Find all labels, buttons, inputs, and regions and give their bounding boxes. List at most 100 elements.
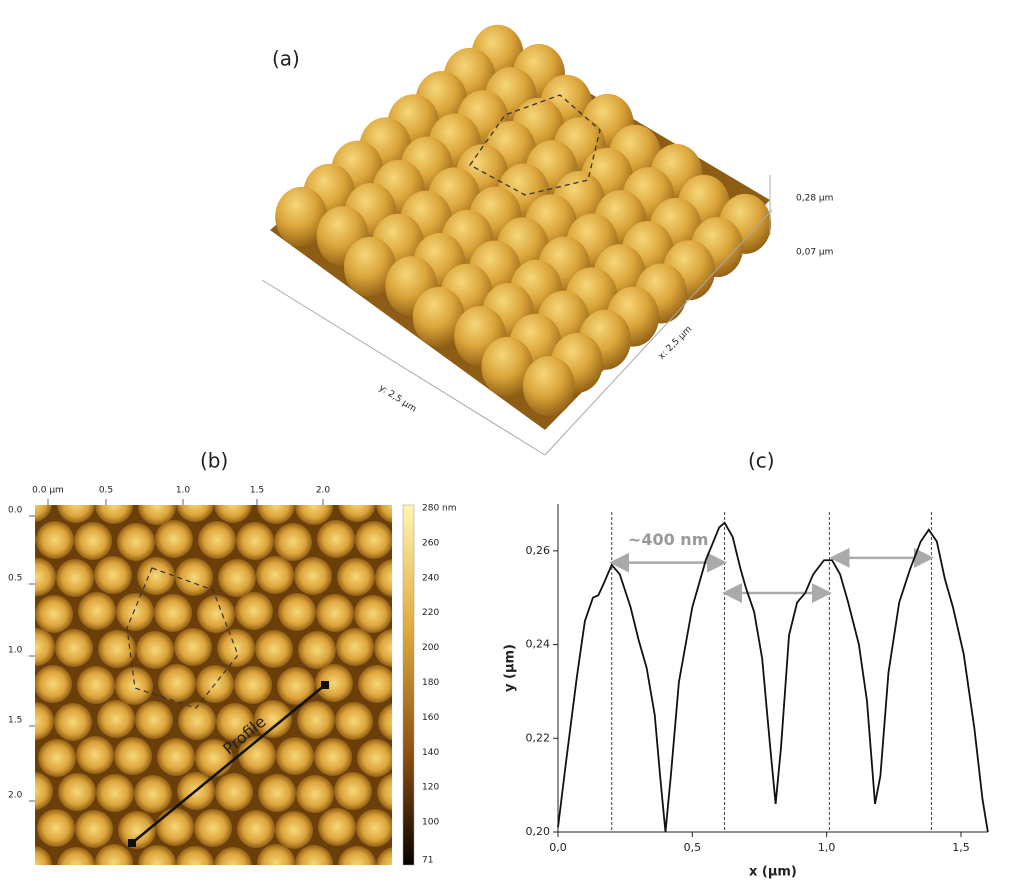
grain [77,666,115,704]
grain [438,737,476,775]
grain [74,522,112,560]
colorbar-label: 180 [422,678,439,688]
grain [437,811,475,849]
grain [394,448,432,486]
colorbar-label: 140 [422,748,439,758]
annotation: ~400 nm [628,530,708,549]
x-tick-label: 0.0 µm [32,486,64,496]
grain [415,774,453,812]
panel-label: (a) [272,47,300,71]
grain [257,844,295,882]
grain [95,844,133,882]
x-tick-label: 1,5 [952,841,970,854]
grain [357,739,395,777]
grain [35,595,73,633]
x-axis-title: x (µm) [749,865,797,880]
grain [55,629,93,667]
grain [14,846,52,884]
grain [237,810,275,848]
colorbar-label: 240 [422,573,439,583]
grain [56,559,94,597]
y-axis-title: y (µm) [503,644,518,692]
grain [76,736,114,774]
x-tick-label: 1.0 [176,486,191,496]
colorbar-label: 260 [422,538,439,548]
grain [38,739,76,777]
profile-end [321,681,329,689]
grain [294,557,332,595]
grain [276,737,314,775]
grain [0,808,32,846]
y-tick-label: 0,24 [526,638,551,651]
grain [117,523,155,561]
grain [32,447,70,485]
panel-b: (b) Profile 0.0 µm0.51.01.52.00.00.51.01… [0,446,476,885]
x-tick-label: 2.0 [316,486,331,496]
grain [0,590,35,628]
grain [113,449,151,487]
z-label: 0,07 µm [796,248,833,258]
grain [0,845,14,883]
grain [116,593,154,631]
colorbar-label: 280 nm [422,504,457,514]
grain [316,594,354,632]
grain [156,808,194,846]
axis-title: x: 2,5 µm [657,324,694,361]
colorbar-label: 160 [422,713,439,723]
grain [334,772,372,810]
grain [158,664,196,702]
grain [154,594,192,632]
grain [214,485,252,523]
panel-label: (c) [748,449,775,473]
grain [218,559,256,597]
x-tick-label: 0,0 [549,841,567,854]
grain [75,810,113,848]
grain [36,521,74,559]
grain [0,446,32,484]
grain [434,667,472,705]
grain [356,809,394,847]
grain [296,775,334,813]
grain [336,628,374,666]
grain [318,450,356,488]
x-tick-label: 0,5 [684,841,702,854]
grain [37,809,75,847]
grain [318,808,356,846]
y-tick-label: 0,22 [526,731,551,744]
grain [96,774,134,812]
grain [176,846,214,884]
grain [234,666,272,704]
grain [355,521,393,559]
grain [0,738,33,776]
y-tick-label: 2.0 [8,791,23,801]
grain [0,664,34,702]
grain [337,558,375,596]
grain [136,631,174,669]
grain [275,449,313,487]
grain [134,775,172,813]
grain [314,738,352,776]
grain [358,665,396,703]
colorbar-label: 71 [422,856,433,866]
colorbar-label: 100 [422,818,439,828]
grain [256,556,294,594]
grain [236,522,274,560]
grain [338,846,376,884]
grain [354,595,392,633]
grain [94,556,132,594]
grain [57,847,95,885]
grain [335,702,373,740]
grain [138,845,176,883]
grain [274,523,312,561]
x-tick-label: 0.5 [99,486,113,496]
profile-curve [558,523,988,832]
grain [0,520,36,558]
grain [237,448,275,486]
y-tick-label: 0,20 [526,825,551,838]
grain [435,593,473,631]
panel-a: (a) 0,28 µm 0,07 µm y: 2,5 µm x: 2,5 µm [262,25,833,455]
grain [0,553,13,591]
z-label: 0,28 µm [796,194,833,204]
grain [175,558,213,596]
